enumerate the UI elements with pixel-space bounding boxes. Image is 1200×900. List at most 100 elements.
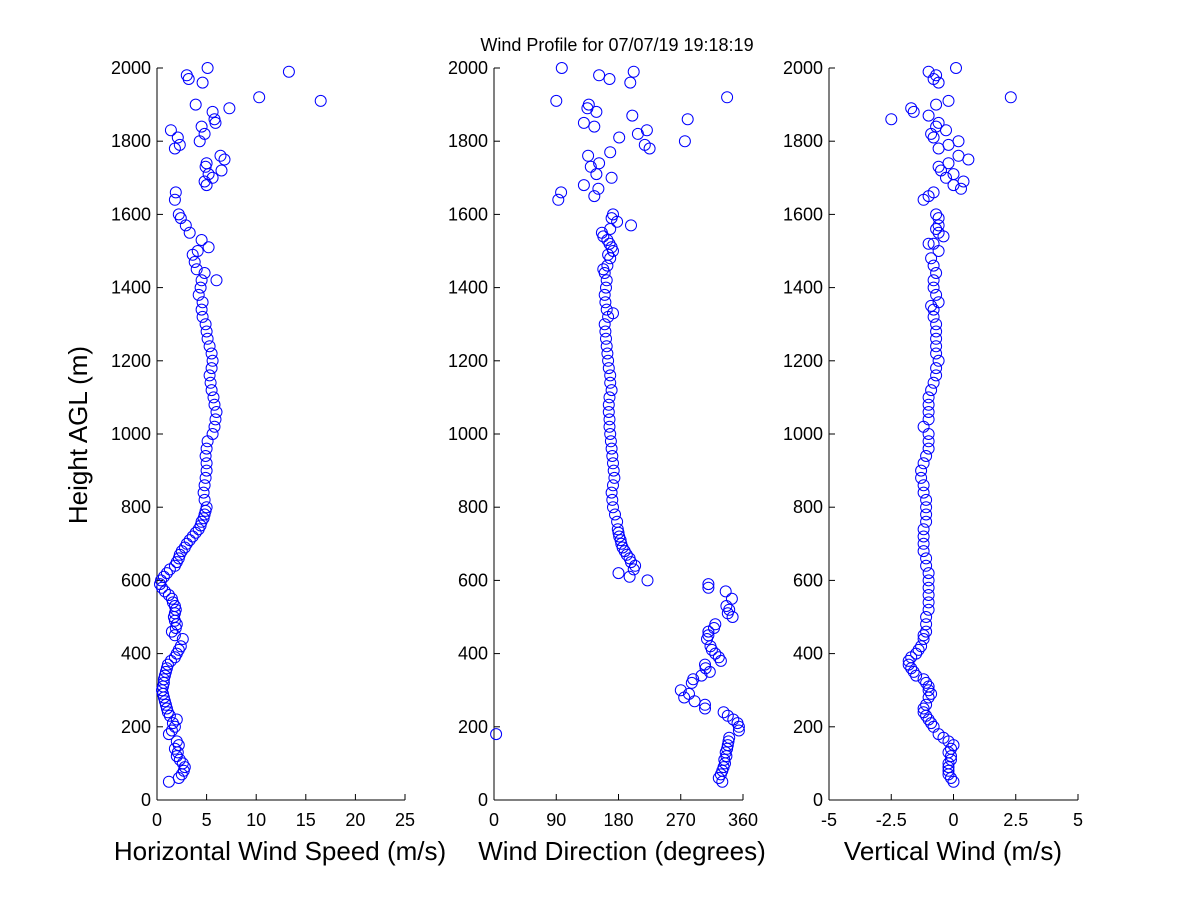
data-point	[206, 428, 219, 440]
data-point	[917, 702, 930, 715]
data-point	[606, 450, 619, 462]
data-point	[174, 640, 187, 653]
data-point	[611, 515, 624, 528]
data-point	[613, 530, 626, 543]
data-point	[720, 600, 733, 612]
data-point	[167, 611, 180, 623]
data-point	[722, 735, 735, 748]
y-tick-label: 200	[458, 717, 488, 737]
data-point	[942, 94, 955, 107]
data-point	[210, 274, 223, 287]
data-point	[598, 288, 611, 301]
data-point	[962, 153, 975, 166]
data-point	[922, 413, 935, 426]
x-tick-label: 2.5	[1003, 810, 1028, 830]
data-point	[593, 69, 606, 82]
data-point	[198, 508, 211, 521]
data-point	[915, 640, 928, 653]
data-point	[917, 537, 930, 550]
data-point	[930, 223, 943, 235]
data-point	[927, 237, 940, 250]
data-point	[920, 559, 933, 572]
data-point	[207, 391, 220, 404]
x-tick-label: 180	[603, 810, 633, 830]
data-point	[731, 717, 744, 730]
data-point	[608, 471, 621, 484]
data-point	[607, 479, 619, 492]
data-point	[699, 662, 712, 675]
data-point	[641, 574, 654, 587]
data-point	[927, 376, 940, 389]
data-point	[922, 435, 935, 448]
x-tick-label: -2.5	[876, 810, 907, 830]
data-point	[902, 654, 915, 667]
data-point	[584, 160, 597, 173]
data-point	[917, 457, 930, 470]
data-point	[922, 109, 935, 122]
data-point	[721, 739, 734, 752]
data-point	[201, 332, 214, 345]
data-point	[602, 362, 615, 375]
data-point	[603, 73, 616, 85]
data-point	[605, 384, 618, 397]
data-point	[678, 135, 691, 148]
data-point	[922, 65, 935, 78]
data-point	[945, 750, 957, 763]
data-point	[920, 611, 933, 623]
wind-direction-panel: 0 200 400 600 800 1000 1200 1400 1600 1800 2000 0 90…	[448, 58, 758, 830]
data-point	[582, 98, 595, 111]
data-point	[171, 131, 184, 144]
data-point	[605, 486, 618, 499]
data-point	[905, 662, 918, 675]
data-point	[922, 684, 935, 697]
data-point	[725, 592, 738, 605]
data-point	[199, 450, 212, 462]
y-tick-label: 1200	[448, 351, 488, 371]
data-point	[206, 354, 219, 367]
data-point	[915, 471, 928, 484]
x-tick-label: 0	[152, 810, 162, 830]
data-point	[199, 160, 212, 173]
data-point	[199, 318, 212, 331]
data-point	[607, 208, 619, 221]
data-point	[920, 552, 933, 565]
data-point	[625, 219, 637, 232]
data-point	[195, 303, 208, 316]
data-point	[927, 720, 940, 733]
data-point	[626, 109, 639, 122]
data-point	[605, 171, 618, 184]
data-point	[162, 589, 175, 601]
data-point	[203, 340, 216, 353]
data-point	[200, 457, 213, 470]
data-point	[947, 775, 960, 788]
x-tick-label: 15	[296, 810, 316, 830]
data-point	[603, 420, 616, 433]
y-tick-label: 600	[458, 570, 488, 590]
data-point	[719, 585, 732, 598]
data-point	[952, 135, 965, 148]
x-tick-label: 25	[395, 810, 415, 830]
y-tick-label: 1200	[111, 351, 151, 371]
data-point	[927, 303, 940, 316]
data-point	[950, 62, 962, 74]
data-point	[920, 698, 933, 711]
data-point	[721, 91, 734, 104]
data-point	[922, 398, 935, 411]
data-point	[588, 120, 601, 133]
data-point	[160, 567, 173, 580]
data-point	[947, 168, 960, 181]
data-point	[922, 574, 935, 587]
data-point	[627, 65, 640, 78]
y-tick-label: 400	[793, 644, 823, 664]
data-point	[200, 442, 213, 455]
y-tick-label: 200	[121, 717, 151, 737]
data-point	[172, 208, 185, 221]
data-point	[687, 673, 700, 686]
data-point	[927, 259, 940, 272]
data-point	[917, 545, 930, 558]
data-point	[930, 69, 943, 82]
data-point	[577, 179, 590, 192]
data-point	[699, 698, 711, 711]
data-point	[712, 772, 725, 784]
data-point	[604, 369, 617, 382]
